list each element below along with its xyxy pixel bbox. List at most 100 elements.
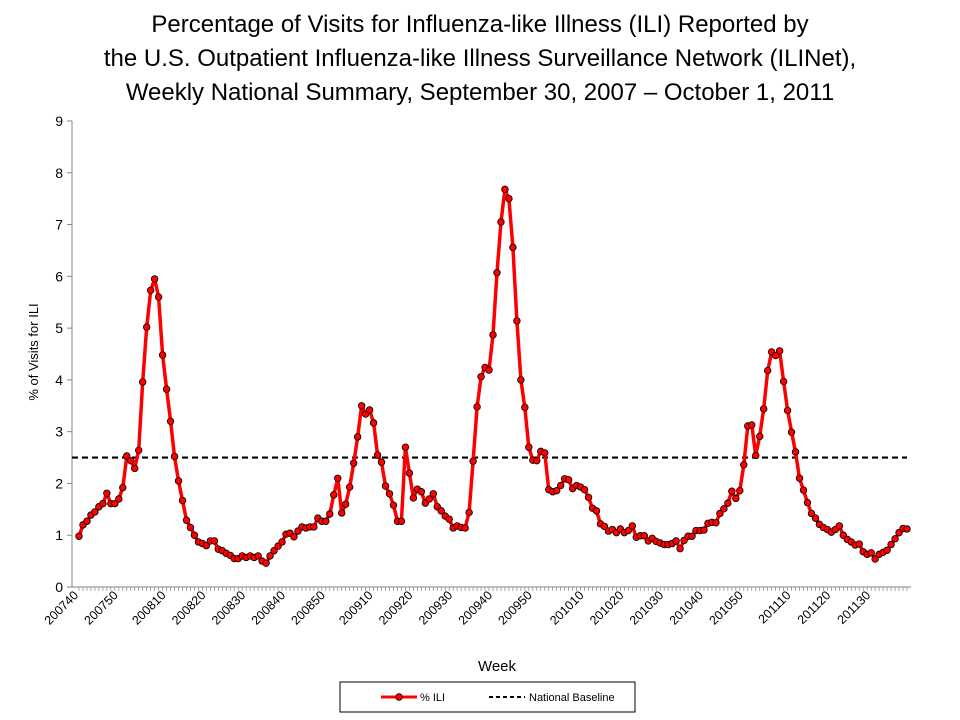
ili-data-point	[322, 517, 330, 525]
legend-baseline-label: National Baseline	[529, 692, 615, 704]
y-tick-label: 1	[55, 527, 63, 543]
x-tick-label: 200840	[249, 588, 288, 627]
ili-data-point	[891, 535, 899, 543]
ili-data-point	[138, 378, 147, 386]
ili-data-point	[429, 490, 437, 498]
ili-data-point	[469, 457, 477, 465]
x-tick-label: 201130	[835, 588, 874, 627]
y-tick-label: 5	[55, 320, 63, 336]
ili-data-point	[775, 347, 784, 355]
ili-data-point	[330, 491, 338, 499]
ili-data-point	[779, 377, 788, 386]
ili-data-point	[724, 499, 732, 507]
ili-data-point	[254, 552, 262, 560]
ili-data-point	[477, 373, 485, 381]
ili-data-point	[835, 522, 844, 530]
ili-data-point	[75, 532, 83, 540]
ili-data-point	[405, 469, 414, 477]
x-tick-label: 200930	[416, 588, 455, 627]
y-tick-label: 2	[55, 475, 63, 491]
ili-data-point	[389, 501, 398, 509]
ili-data-point	[150, 275, 159, 283]
ili-data-point	[676, 544, 684, 553]
ili-data-point	[592, 507, 601, 515]
ili-data-point	[883, 546, 891, 554]
ili-data-point	[425, 495, 434, 503]
ili-data-point	[855, 540, 863, 548]
x-tick-label: 200910	[336, 588, 375, 627]
ili-data-point	[489, 331, 497, 339]
ili-data-point	[756, 432, 764, 441]
ili-data-point	[373, 451, 382, 459]
ili-data-point	[716, 509, 724, 518]
ili-data-point	[712, 519, 720, 527]
ili-data-point	[509, 243, 517, 252]
x-tick-label: 200920	[376, 588, 415, 627]
ili-data-point	[783, 406, 792, 415]
x-tick-label: 200820	[169, 588, 208, 627]
ili-data-point	[385, 490, 394, 498]
ili-data-point	[437, 507, 445, 515]
ili-data-point	[186, 523, 195, 532]
ili-data-point	[190, 531, 199, 539]
y-tick-label: 6	[55, 268, 63, 284]
ili-data-point	[290, 533, 298, 541]
ili-data-point	[736, 486, 744, 495]
ili-data-point	[182, 516, 191, 524]
x-tick-label: 200830	[209, 588, 248, 627]
ili-data-point	[166, 417, 175, 426]
ili-data-point	[752, 451, 760, 460]
ili-data-point	[552, 486, 561, 495]
ili-data-point	[728, 487, 736, 495]
ili-data-point	[871, 555, 879, 563]
ili-data-point	[533, 456, 541, 465]
ili-data-point	[748, 421, 756, 429]
ili-data-point	[131, 464, 139, 473]
ili-data-point	[178, 496, 187, 505]
ili-data-point	[357, 402, 366, 410]
ili-data-point	[115, 495, 123, 503]
ili-data-point	[640, 532, 648, 540]
x-tick-label: 200950	[496, 588, 535, 627]
title-line-2: the U.S. Outpatient Influenza-like Illne…	[103, 45, 857, 72]
ili-data-point	[771, 351, 780, 360]
y-axis-label: % of Visits for ILI	[26, 303, 41, 400]
ili-data-point	[759, 405, 768, 413]
ili-data-point	[473, 403, 481, 411]
ili-data-point	[162, 385, 171, 393]
ili-data-point	[326, 510, 334, 518]
x-tick-label: 201030	[627, 588, 666, 627]
ili-data-point	[377, 458, 386, 466]
ili-data-point	[127, 456, 135, 465]
ili-data-point	[381, 482, 390, 490]
ili-data-point	[111, 499, 119, 508]
ili-data-point	[83, 517, 91, 525]
ili-data-point	[465, 508, 473, 517]
ili-data-point	[409, 494, 418, 502]
ili-data-point	[174, 477, 183, 485]
ili-data-point	[807, 509, 816, 518]
ili-data-point	[903, 525, 911, 533]
x-tick-label: 200940	[456, 588, 495, 627]
ili-data-point	[345, 483, 354, 491]
ili-data-point	[158, 351, 167, 359]
ili-data-point	[99, 499, 107, 508]
x-tick-label: 201020	[587, 588, 626, 627]
ili-data-point	[672, 537, 680, 545]
ili-data-point	[811, 514, 820, 522]
x-tick-label: 201120	[795, 588, 834, 627]
ili-data-point	[445, 515, 453, 523]
ili-data-point	[700, 526, 708, 534]
ili-data-point	[417, 488, 426, 496]
x-tick-label: 201110	[756, 588, 794, 626]
ili-data-point	[803, 498, 812, 507]
ili-data-point	[584, 493, 593, 502]
chart-title: Percentage of Visits for Influenza-like …	[0, 8, 960, 110]
ili-data-point	[867, 549, 875, 557]
legend-ili-marker	[395, 693, 403, 701]
y-tick-label: 9	[55, 113, 63, 129]
ili-data-point	[146, 286, 155, 295]
x-tick-label: 201050	[707, 588, 746, 627]
ili-data-point	[170, 452, 179, 461]
ili-data-point	[349, 459, 358, 467]
